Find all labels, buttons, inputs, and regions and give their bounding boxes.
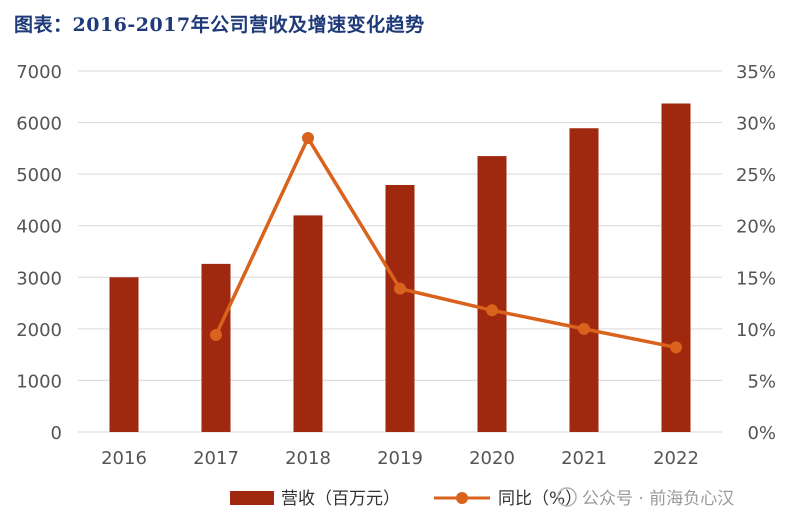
legend-line-marker [456, 492, 468, 504]
line-point [302, 132, 314, 145]
x-tick-label: 2016 [101, 448, 147, 469]
line-point [210, 329, 222, 342]
line-point [670, 341, 682, 354]
x-tick-label: 2022 [653, 448, 699, 469]
x-tick-label: 2018 [285, 448, 331, 469]
y-left-tick-label: 2000 [16, 320, 62, 341]
line-point [394, 282, 406, 295]
y-right-tick-label: 35% [736, 62, 776, 83]
line-point [486, 304, 498, 317]
bar [569, 128, 599, 432]
y-left-tick-label: 4000 [16, 217, 62, 238]
watermark: 公众号 · 前海负心汉 [557, 487, 734, 509]
y-left-tick-label: 5000 [16, 165, 62, 186]
x-tick-label: 2021 [561, 448, 607, 469]
y-right-tick-label: 0% [747, 423, 776, 444]
y-right-tick-label: 5% [747, 371, 776, 392]
y-right-tick-label: 15% [736, 268, 776, 289]
bar-series [109, 103, 691, 433]
growth-line [214, 136, 677, 350]
line-point [578, 322, 590, 335]
chart-title: 图表：2016-2017年公司营收及增速变化趋势 [14, 14, 425, 36]
right-axis-ticks: 0% 5% 10% 15% 20% 25% 30% 35% [736, 62, 776, 444]
legend: 营收（百万元） 同比（%） [230, 489, 582, 509]
bar [385, 184, 415, 432]
y-left-tick-label: 6000 [16, 114, 62, 135]
bar [293, 215, 323, 432]
y-left-tick-label: 1000 [16, 371, 62, 392]
y-right-tick-label: 10% [736, 320, 776, 341]
y-left-tick-label: 3000 [16, 268, 62, 289]
wechat-icon [557, 487, 577, 507]
x-tick-label: 2020 [469, 448, 515, 469]
y-right-tick-label: 20% [736, 217, 776, 238]
watermark-text: 公众号 · 前海负心汉 [582, 489, 734, 509]
line-series [210, 132, 682, 354]
bar [477, 156, 507, 433]
legend-bar-swatch [230, 491, 274, 505]
x-tick-label: 2019 [377, 448, 423, 469]
y-left-tick-label: 7000 [16, 62, 62, 83]
x-tick-label: 2017 [193, 448, 239, 469]
y-right-tick-label: 30% [736, 114, 776, 135]
legend-bar-label: 营收（百万元） [281, 489, 400, 509]
bar [109, 277, 139, 432]
y-right-tick-label: 25% [736, 165, 776, 186]
left-axis-ticks: 0 1000 2000 3000 4000 5000 6000 7000 [16, 62, 62, 444]
bar [661, 103, 691, 433]
y-left-tick-label: 0 [51, 423, 62, 444]
bar [201, 263, 231, 432]
x-axis-ticks: 2016 2017 2018 2019 2020 2021 2022 [101, 448, 699, 469]
